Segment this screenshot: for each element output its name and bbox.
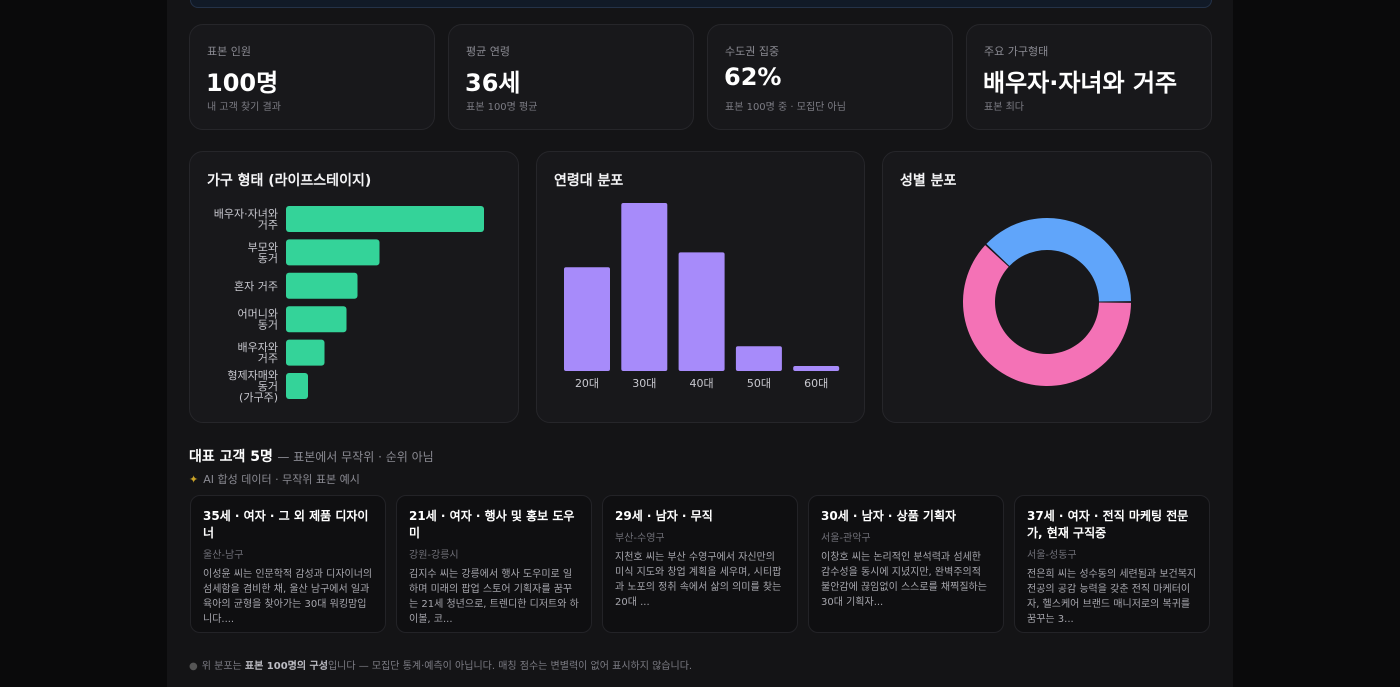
- household-category-label: 혼자 거주: [234, 280, 278, 293]
- stat-label: 수도권 집중: [725, 45, 780, 58]
- chart-title: 성별 분포: [900, 173, 957, 189]
- chart-title: 가구 형태 (라이프스테이지): [207, 173, 372, 189]
- footnote: ● 위 분포는 표본 100명의 구성입니다 — 모집단 통계·예측이 아닙니다.…: [189, 657, 692, 672]
- representative-customers-heading: 대표 고객 5명 — 표본에서 무작위 · 순위 아님: [189, 446, 434, 466]
- persona-card[interactable]: 37세 · 여자 · 전직 마케팅 전문가, 현재 구직중 서울-성동구 전은희…: [1014, 495, 1210, 633]
- age-bar[interactable]: [735, 346, 782, 371]
- stat-card-metro-share: 수도권 집중 62% 표본 100명 중 · 모집단 아님: [707, 24, 953, 130]
- gender-donut-chart: [963, 218, 1131, 386]
- household-bar[interactable]: [286, 339, 325, 366]
- persona-card[interactable]: 35세 · 여자 · 그 외 제품 디자이너 울산-남구 이성윤 씨는 인문학적…: [190, 495, 386, 633]
- stat-value: 62%: [724, 63, 782, 91]
- persona-description: 지천호 씨는 부산 수영구에서 자신만의 미식 지도와 창업 계획을 세우며, …: [615, 552, 782, 608]
- persona-title: 35세 · 여자 · 그 외 제품 디자이너: [203, 509, 369, 540]
- household-category-label: 부모와 동거: [248, 241, 278, 265]
- chart-title: 연령대 분포: [554, 173, 624, 189]
- stat-value: 배우자·자녀와 거주: [983, 69, 1178, 97]
- footnote-bold: 표본 100명의 구성: [244, 661, 328, 672]
- persona-title: 37세 · 여자 · 전직 마케팅 전문가, 현재 구직중: [1027, 509, 1189, 540]
- age-bar[interactable]: [678, 252, 725, 371]
- persona-card[interactable]: 29세 · 남자 · 무직 부산-수영구 지천호 씨는 부산 수영구에서 자신만…: [602, 495, 798, 633]
- stat-sub: 표본 최다: [984, 102, 1024, 113]
- footnote-pre: 위 분포는: [201, 661, 245, 672]
- persona-description: 김지수 씨는 강릉에서 행사 도우미로 일하며 미래의 팝업 스토어 기획자를 …: [409, 569, 579, 625]
- stat-label: 평균 연령: [466, 45, 510, 58]
- section-title: 대표 고객 5명: [189, 449, 273, 465]
- age-bar[interactable]: [793, 366, 840, 371]
- age-bar-chart: 20대 30대 40대 50대 60대: [564, 203, 840, 390]
- stat-sub: 내 고객 찾기 결과: [207, 102, 281, 113]
- gender-slice[interactable]: [986, 218, 1131, 302]
- gender-slice[interactable]: [963, 245, 1131, 386]
- persona-card[interactable]: 30세 · 남자 · 상품 기획자 서울-관악구 이창호 씨는 논리적인 분석력…: [808, 495, 1004, 633]
- household-category-label: 배우자·자녀와 거주: [214, 208, 278, 232]
- stat-card-household-type: 주요 가구형태 배우자·자녀와 거주 표본 최다: [966, 24, 1212, 130]
- age-category-label: 30대: [632, 377, 656, 390]
- age-category-label: 40대: [690, 377, 714, 390]
- stat-card-average-age: 평균 연령 36세 표본 100명 평균: [448, 24, 694, 130]
- household-category-label: 배우자와 거주: [238, 341, 278, 365]
- bullet-icon: ●: [189, 661, 198, 672]
- persona-title: 30세 · 남자 · 상품 기획자: [821, 509, 957, 523]
- persona-title: 21세 · 여자 · 행사 및 홍보 도우미: [409, 509, 575, 540]
- sparkle-icon: ✦: [189, 473, 199, 486]
- footnote-post: 입니다 — 모집단 통계·예측이 아닙니다. 매칭 점수는 변별력이 없어 표시…: [327, 661, 693, 672]
- stat-sub: 표본 100명 중 · 모집단 아님: [725, 102, 846, 113]
- top-banner-edge: [190, 0, 1212, 8]
- age-chart-card: 연령대 분포 20대 30대 40대 50대 60대: [536, 151, 865, 423]
- persona-description: 이창호 씨는 논리적인 분석력과 섬세한 감수성을 동시에 지녔지만, 완벽주의…: [821, 552, 987, 608]
- household-category-label: 어머니와 동거: [238, 308, 278, 332]
- age-bar[interactable]: [564, 267, 610, 371]
- persona-description: 이성윤 씨는 인문학적 감성과 디자이너의 섬세함을 겸비한 채, 울산 남구에…: [203, 569, 373, 625]
- stat-value: 36세: [465, 69, 521, 97]
- section-note: — 표본에서 무작위 · 순위 아님: [277, 450, 434, 464]
- persona-card[interactable]: 21세 · 여자 · 행사 및 홍보 도우미 강원-강릉시 김지수 씨는 강릉에…: [396, 495, 592, 633]
- persona-title: 29세 · 남자 · 무직: [615, 509, 713, 523]
- household-bar[interactable]: [286, 239, 380, 266]
- persona-location: 서울-성동구: [1027, 550, 1077, 561]
- household-bar[interactable]: [286, 306, 347, 333]
- age-bar[interactable]: [621, 203, 668, 371]
- ai-data-note: ✦ AI 합성 데이터 · 무작위 표본 예시: [189, 471, 360, 487]
- persona-location: 울산-남구: [203, 550, 244, 561]
- stat-label: 주요 가구형태: [984, 45, 1049, 58]
- stat-value: 100명: [206, 69, 279, 97]
- stat-card-sample-size: 표본 인원 100명 내 고객 찾기 결과: [189, 24, 435, 130]
- household-bar[interactable]: [286, 272, 358, 299]
- stat-sub: 표본 100명 평균: [466, 102, 538, 113]
- persona-location: 서울-관악구: [821, 533, 871, 544]
- household-category-label: 형제자매와 동거 (가구주): [227, 369, 278, 404]
- age-category-label: 60대: [804, 377, 828, 390]
- household-bar[interactable]: [286, 206, 484, 232]
- age-category-label: 50대: [747, 377, 771, 390]
- persona-location: 부산-수영구: [615, 533, 665, 544]
- gender-chart-card: 성별 분포: [882, 151, 1212, 423]
- ai-note-text: AI 합성 데이터 · 무작위 표본 예시: [203, 473, 360, 486]
- household-bar[interactable]: [286, 373, 308, 399]
- persona-description: 전은희 씨는 성수동의 세련됨과 보건복지 전공의 공감 능력을 갖춘 전직 마…: [1027, 569, 1197, 625]
- persona-location: 강원-강릉시: [409, 550, 459, 561]
- stat-label: 표본 인원: [207, 45, 251, 58]
- age-category-label: 20대: [575, 377, 599, 390]
